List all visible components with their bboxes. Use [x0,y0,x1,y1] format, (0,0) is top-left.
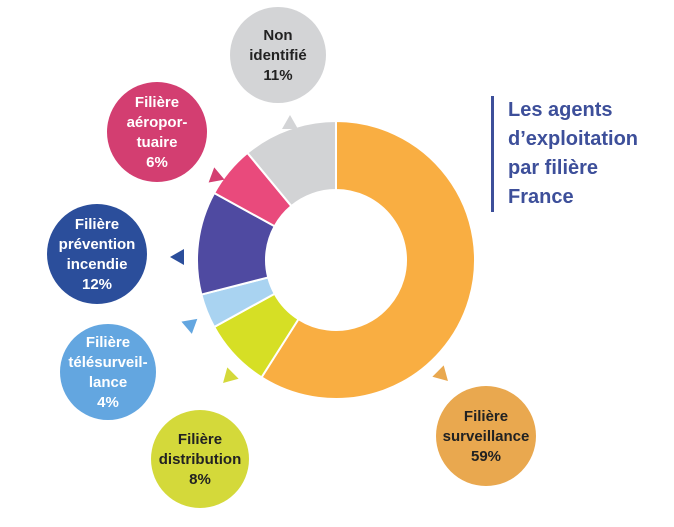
category-label-distribution: Filière [178,431,222,448]
bubble-distribution [151,410,249,508]
category-label-distribution: distribution [159,451,242,468]
category-label-aéroportuaire: aéropor- [127,114,188,131]
value-label-distribution: 8% [189,471,211,488]
category-label-aéroportuaire: Filière [135,94,179,111]
bubble-aéroportuaire [107,82,207,182]
pointer-prévention-incendie-icon [170,249,184,265]
title-line-1: Les agents [508,99,613,121]
bubble-prévention-incendie [47,204,147,304]
pointer-surveillance-icon [432,365,448,381]
pointer-télésurveillance-icon [181,318,198,334]
category-label-surveillance: Filière [464,408,508,425]
category-label-surveillance: surveillance [443,428,530,445]
category-label-prévention-incendie: Filière [75,216,119,233]
value-label-prévention-incendie: 12% [82,276,112,293]
title-line-3: par filière [508,157,599,179]
value-label-télésurveillance: 4% [97,394,119,411]
pointer-distribution-icon [223,367,239,383]
bubble-surveillance [436,386,536,486]
slice-non-identifié [245,119,337,208]
category-label-télésurveillance: lance [89,374,127,391]
category-label-télésurveillance: télésurveil- [68,354,147,371]
chart-title: Les agents d’exploitation par filière Fr… [491,96,638,212]
pointer-aéroportuaire-icon [208,167,225,183]
value-label-aéroportuaire: 6% [146,154,168,171]
title-line-4: France [508,186,574,208]
value-label-surveillance: 59% [471,448,501,465]
title-line-2: d’exploitation [508,128,638,150]
category-label-prévention-incendie: incendie [67,256,128,273]
category-label-prévention-incendie: prévention [59,236,136,253]
slice-surveillance [260,119,476,400]
category-label-aéroportuaire: tuaire [137,134,178,151]
value-label-non-identifié: 11% [263,67,292,84]
pointer-non-identifié-icon [282,115,298,129]
bubble-télésurveillance [60,324,156,420]
bubble-non-identifié [230,7,326,103]
category-label-télésurveillance: Filière [86,334,130,351]
category-label-non-identifié: Non [263,27,292,44]
category-label-non-identifié: identifié [249,47,307,64]
